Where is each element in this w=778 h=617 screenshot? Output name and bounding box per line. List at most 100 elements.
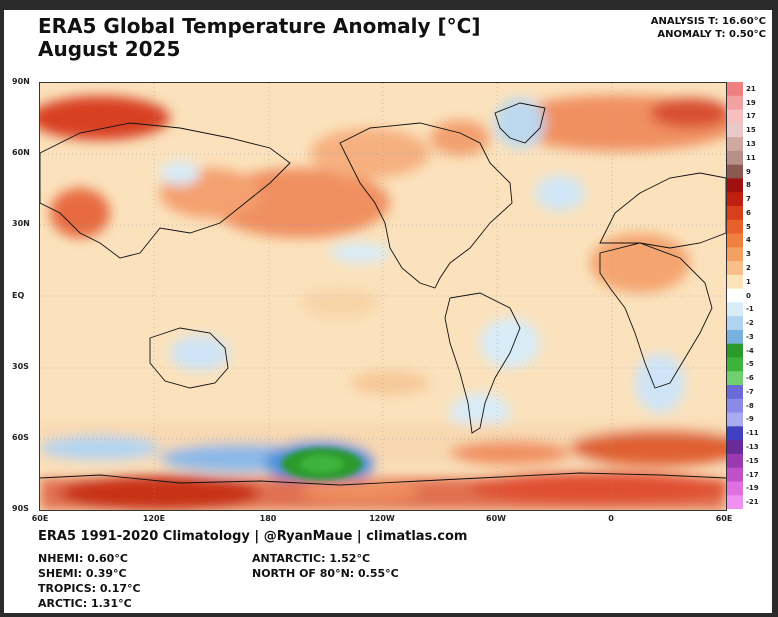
anomaly-field bbox=[40, 95, 726, 510]
lon-label-60e-left: 60E bbox=[31, 514, 49, 523]
colorbar-swatch bbox=[727, 398, 743, 414]
antarctica-outline bbox=[40, 472, 726, 486]
colorbar-swatch bbox=[727, 150, 743, 166]
colorbar-swatch bbox=[727, 123, 743, 138]
colorbar-label: 11 bbox=[746, 153, 756, 162]
cold-anomaly-core bbox=[282, 448, 362, 480]
colorbar-label: 3 bbox=[746, 250, 751, 259]
colorbar-swatch bbox=[727, 426, 743, 441]
north-america-outline bbox=[339, 122, 513, 289]
global-stats: ANALYSIS T: 16.60°C ANOMALY T: 0.50°C bbox=[651, 15, 766, 41]
colorbar-label: 9 bbox=[746, 167, 751, 176]
lat-label-90n: 90N bbox=[12, 77, 30, 86]
colorbar-swatch bbox=[727, 82, 743, 97]
colorbar-swatch bbox=[727, 95, 743, 111]
colorbar-swatch bbox=[727, 467, 743, 482]
australia-outline bbox=[149, 327, 229, 389]
arctic-stat: ARCTIC: 1.31°C bbox=[38, 597, 132, 610]
colorbar-swatch bbox=[727, 453, 743, 469]
colorbar-label: 6 bbox=[746, 208, 751, 217]
colorbar-label: 5 bbox=[746, 222, 751, 231]
lon-label-120w: 120W bbox=[369, 514, 395, 523]
colorbar-label: -21 bbox=[746, 498, 759, 507]
colorbar-swatch bbox=[727, 343, 743, 358]
colorbar-label: -3 bbox=[746, 332, 754, 341]
colorbar bbox=[727, 82, 743, 509]
colorbar-label: 21 bbox=[746, 84, 756, 93]
colorbar-swatch bbox=[727, 495, 743, 509]
colorbar-swatch bbox=[727, 164, 743, 179]
anomaly-map bbox=[39, 82, 727, 511]
source-credit: ERA5 1991-2020 Climatology | @RyanMaue |… bbox=[38, 529, 468, 544]
colorbar-swatch bbox=[727, 329, 743, 345]
colorbar-swatch bbox=[727, 302, 743, 317]
lon-label-60w: 60W bbox=[486, 514, 506, 523]
colorbar-label: -13 bbox=[746, 443, 759, 452]
colorbar-swatch bbox=[727, 261, 743, 276]
shemi-stat: SHEMI: 0.39°C bbox=[38, 567, 127, 580]
nhemi-stat: NHEMI: 0.60°C bbox=[38, 552, 128, 565]
colorbar-swatch bbox=[727, 481, 743, 496]
colorbar-label: -9 bbox=[746, 415, 754, 424]
colorbar-swatch bbox=[727, 205, 743, 221]
figure-frame: ERA5 Global Temperature Anomaly [°C] Aug… bbox=[4, 10, 772, 613]
colorbar-label: 8 bbox=[746, 181, 751, 190]
colorbar-label: -2 bbox=[746, 319, 754, 328]
lat-label-eq: EQ bbox=[12, 291, 25, 300]
lat-label-60s: 60S bbox=[12, 433, 29, 442]
colorbar-label: -15 bbox=[746, 456, 759, 465]
colorbar-label: -6 bbox=[746, 374, 754, 383]
colorbar-label: 0 bbox=[746, 291, 751, 300]
lon-label-120e: 120E bbox=[142, 514, 166, 523]
colorbar-swatch bbox=[727, 247, 743, 262]
antarctic-stat: ANTARCTIC: 1.52°C bbox=[252, 552, 371, 565]
colorbar-label: -19 bbox=[746, 484, 759, 493]
colorbar-swatch bbox=[727, 412, 743, 427]
colorbar-swatch bbox=[727, 192, 743, 207]
tropics-stat: TROPICS: 0.17°C bbox=[38, 582, 141, 595]
colorbar-label: 19 bbox=[746, 98, 756, 107]
colorbar-label: -11 bbox=[746, 429, 759, 438]
lat-label-30n: 30N bbox=[12, 219, 30, 228]
colorbar-label: 1 bbox=[746, 277, 751, 286]
colorbar-swatch bbox=[727, 219, 743, 235]
colorbar-swatch bbox=[727, 385, 743, 400]
colorbar-label: -4 bbox=[746, 346, 754, 355]
colorbar-label: -1 bbox=[746, 305, 754, 314]
colorbar-swatch bbox=[727, 274, 743, 290]
colorbar-swatch bbox=[727, 440, 743, 455]
lon-label-60e-right: 60E bbox=[715, 514, 733, 523]
colorbar-label: 13 bbox=[746, 139, 756, 148]
north80-stat: NORTH OF 80°N: 0.55°C bbox=[252, 567, 399, 580]
lon-label-180: 180 bbox=[259, 514, 277, 523]
anomaly-map-svg bbox=[40, 83, 726, 510]
colorbar-swatch bbox=[727, 357, 743, 372]
africa-outline bbox=[599, 242, 713, 389]
colorbar-label: -8 bbox=[746, 401, 754, 410]
asia-outline bbox=[40, 122, 291, 259]
colorbar-swatch bbox=[727, 288, 743, 303]
colorbar-label: -5 bbox=[746, 360, 754, 369]
europe-outline bbox=[599, 172, 726, 249]
lon-label-0: 0 bbox=[608, 514, 614, 523]
colorbar-swatch bbox=[727, 316, 743, 331]
colorbar-label: -17 bbox=[746, 470, 759, 479]
anomaly-temperature: ANOMALY T: 0.50°C bbox=[657, 29, 766, 40]
map-subtitle: August 2025 bbox=[38, 37, 181, 61]
colorbar-swatch bbox=[727, 178, 743, 193]
colorbar-label: -7 bbox=[746, 387, 754, 396]
lat-label-30s: 30S bbox=[12, 362, 29, 371]
colorbar-label: 15 bbox=[746, 126, 756, 135]
colorbar-label: 2 bbox=[746, 263, 751, 272]
greenland-outline bbox=[494, 102, 546, 144]
colorbar-label: 7 bbox=[746, 195, 751, 204]
analysis-temperature: ANALYSIS T: 16.60°C bbox=[650, 16, 766, 27]
colorbar-label: 4 bbox=[746, 236, 751, 245]
map-title: ERA5 Global Temperature Anomaly [°C] bbox=[38, 14, 481, 38]
coastlines bbox=[40, 102, 726, 486]
colorbar-swatch bbox=[727, 371, 743, 386]
lat-label-90s: 90S bbox=[12, 504, 29, 513]
colorbar-label: 17 bbox=[746, 112, 756, 121]
colorbar-swatch bbox=[727, 137, 743, 152]
lat-label-60n: 60N bbox=[12, 148, 30, 157]
